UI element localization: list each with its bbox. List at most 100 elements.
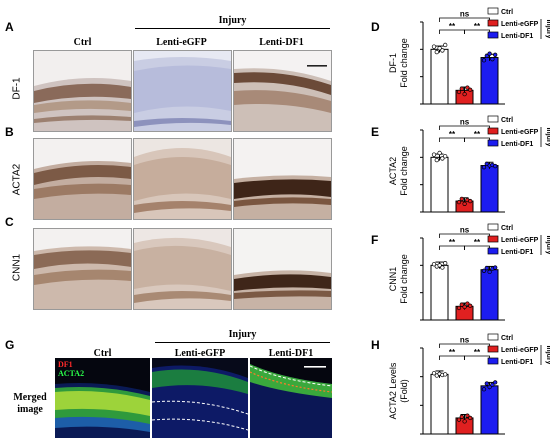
e-point-egfp-2 bbox=[462, 201, 467, 206]
h-sig-ctrl-egfp: ** bbox=[449, 348, 456, 357]
h-point-df1-4 bbox=[493, 380, 498, 385]
e-ylabel-line2: Fold change bbox=[399, 146, 409, 196]
h-sig-egfp-df1: ** bbox=[474, 348, 481, 357]
d-legend-swatch-ctrl bbox=[487, 7, 499, 15]
d-point-egfp-3 bbox=[465, 85, 470, 90]
h-point-egfp-1 bbox=[459, 414, 464, 419]
e-point-ctrl-2 bbox=[437, 150, 442, 156]
e-point-ctrl-0 bbox=[431, 152, 437, 157]
e-legend-label-ctrl: Ctrl bbox=[501, 117, 513, 124]
d-legend-injury-label: Injury bbox=[545, 19, 550, 38]
e-sig-ctrl-df1: ns bbox=[460, 118, 470, 127]
f-point-egfp-0 bbox=[456, 305, 462, 311]
h-point-df1-1 bbox=[484, 381, 489, 386]
e-bracket-ctrl-df1 bbox=[439, 125, 490, 130]
merged-image-label: Merged image bbox=[6, 392, 54, 416]
f-bracket-ctrl-df1 bbox=[439, 233, 490, 238]
injury-bracket-line-g bbox=[155, 342, 330, 343]
e-ylabel-line1: ACTA2 bbox=[388, 157, 398, 185]
f-legend-label-ctrl: Ctrl bbox=[501, 225, 513, 232]
d-point-df1-0 bbox=[481, 58, 487, 63]
col-header-ctrl: Ctrl bbox=[73, 37, 92, 48]
h-point-egfp-3 bbox=[465, 413, 470, 418]
f-point-egfp-2 bbox=[462, 304, 467, 310]
e-legend-label-df1: Lenti-DF1 bbox=[501, 141, 533, 148]
merged-line-1: Merged bbox=[13, 392, 47, 403]
d-point-egfp-4 bbox=[468, 87, 473, 92]
f-point-df1-0 bbox=[481, 268, 487, 273]
h-legend-label-df1: Lenti-DF1 bbox=[501, 359, 533, 366]
d-point-ctrl-0 bbox=[431, 44, 437, 49]
e-point-egfp-4 bbox=[468, 198, 473, 204]
injury-header-g: Injury bbox=[228, 329, 257, 340]
d-bar-df1 bbox=[480, 57, 499, 105]
col-header-ctrl-g: Ctrl bbox=[93, 348, 112, 359]
h-bar-ctrl bbox=[430, 373, 449, 435]
ihc-image-df1-egfp bbox=[133, 50, 232, 132]
d-bracket-ctrl-df1 bbox=[439, 17, 490, 22]
e-point-ctrl-1 bbox=[434, 157, 439, 163]
panel-label-f: F bbox=[371, 233, 379, 247]
d-bar-ctrl bbox=[430, 48, 449, 105]
col-header-df1-g: Lenti-DF1 bbox=[268, 348, 314, 359]
ihc-image-cnn1-df1 bbox=[233, 228, 332, 310]
h-point-df1-3 bbox=[490, 382, 495, 387]
ihc-image-cnn1-egfp bbox=[133, 228, 232, 310]
h-bracket-ctrl-df1 bbox=[439, 343, 490, 348]
f-legend-label-df1: Lenti-DF1 bbox=[501, 249, 533, 256]
ihc-image-acta2-egfp bbox=[133, 138, 232, 220]
f-legend-swatch-egfp bbox=[487, 235, 499, 243]
e-legend-injury-label: Injury bbox=[545, 127, 550, 146]
f-point-ctrl-2 bbox=[437, 263, 442, 268]
e-point-egfp-1 bbox=[459, 196, 464, 202]
d-sig-ctrl-egfp: ** bbox=[449, 22, 456, 31]
h-legend-swatch-egfp bbox=[487, 345, 499, 353]
f-ylabel-line2: Fold change bbox=[399, 254, 409, 304]
e-point-egfp-0 bbox=[456, 200, 462, 205]
h-legend-injury-label: Injury bbox=[545, 345, 550, 364]
f-point-egfp-1 bbox=[459, 302, 464, 307]
d-point-df1-1 bbox=[484, 53, 489, 59]
h-legend-label-ctrl: Ctrl bbox=[501, 335, 513, 342]
e-point-ctrl-3 bbox=[440, 156, 445, 161]
e-bar-df1 bbox=[480, 165, 499, 213]
ihc-image-cnn1-ctrl bbox=[33, 228, 132, 310]
d-point-df1-2 bbox=[487, 51, 492, 56]
f-sig-ctrl-df1: ns bbox=[460, 226, 470, 235]
legend-acta2-label: ACTA2 bbox=[58, 369, 85, 378]
h-sig-ctrl-df1: ns bbox=[460, 336, 470, 345]
f-bar-ctrl bbox=[430, 264, 449, 321]
fluor-image-df1 bbox=[250, 358, 332, 438]
f-legend-injury-label: Injury bbox=[545, 235, 550, 254]
ihc-image-acta2-df1 bbox=[233, 138, 332, 220]
ihc-image-acta2-ctrl bbox=[33, 138, 132, 220]
bar-chart-d: DF-1 Fold change ** ** ns Ctrl Lenti-eGFP Lenti… bbox=[388, 7, 550, 105]
e-legend-swatch-egfp bbox=[487, 127, 499, 135]
panel-label-b: B bbox=[5, 125, 14, 139]
injury-bracket-line bbox=[135, 28, 330, 29]
f-point-df1-1 bbox=[484, 265, 489, 271]
h-point-egfp-2 bbox=[462, 419, 467, 424]
bar-chart-f: CNN1 Fold change ** ** ns Ctrl Lenti-eGFP Lenti… bbox=[388, 223, 550, 321]
h-ylabel-line2: (Fold) bbox=[399, 379, 409, 403]
f-legend-swatch-df1 bbox=[487, 247, 499, 255]
f-bar-df1 bbox=[480, 269, 499, 321]
f-point-ctrl-0 bbox=[431, 262, 437, 267]
f-point-egfp-3 bbox=[465, 301, 470, 306]
h-point-egfp-0 bbox=[456, 417, 462, 422]
merged-line-2: image bbox=[17, 404, 43, 415]
f-legend-label-egfp: Lenti-eGFP bbox=[501, 237, 539, 244]
e-sig-egfp-df1: ** bbox=[474, 130, 481, 139]
col-header-egfp-g: Lenti-eGFP bbox=[174, 348, 226, 359]
e-legend-label-egfp: Lenti-eGFP bbox=[501, 129, 539, 136]
panel-label-d: D bbox=[371, 20, 380, 34]
e-sig-ctrl-egfp: ** bbox=[449, 130, 456, 139]
f-point-df1-2 bbox=[487, 269, 492, 275]
panel-label-h: H bbox=[371, 338, 380, 352]
ihc-image-df1-df1 bbox=[233, 50, 332, 132]
d-point-df1-3 bbox=[490, 57, 495, 62]
f-ylabel-line1: CNN1 bbox=[388, 267, 398, 292]
col-header-egfp: Lenti-eGFP bbox=[156, 37, 207, 48]
d-legend-label-df1: Lenti-DF1 bbox=[501, 33, 533, 40]
h-point-ctrl-4 bbox=[443, 372, 448, 377]
